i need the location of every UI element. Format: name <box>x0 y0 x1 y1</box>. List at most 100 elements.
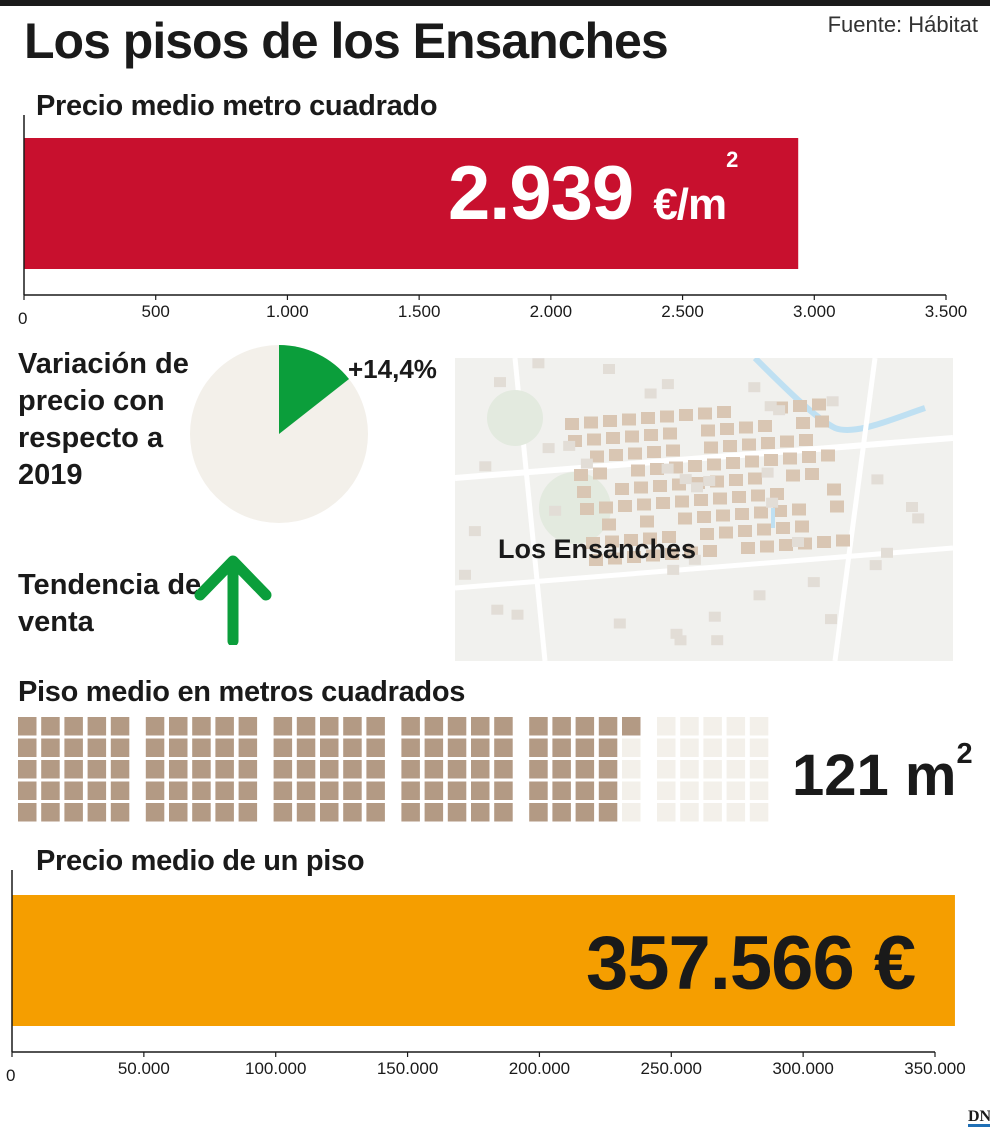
map-block-minor <box>764 401 777 412</box>
map-block-minor <box>549 505 562 516</box>
waffle-cell-filled <box>575 738 595 757</box>
map-block <box>643 532 657 545</box>
waffle-cell-filled <box>87 717 107 736</box>
x-tick-label: 3.500 <box>925 302 968 321</box>
flat-price-value: 357.566 € <box>586 921 916 1006</box>
waffle-cell-filled <box>424 803 444 822</box>
map-block <box>688 460 702 472</box>
waffle-cell-empty <box>703 803 722 822</box>
waffle-cell-filled <box>529 717 548 736</box>
map-block <box>716 509 730 522</box>
waffle-cell-filled <box>529 781 548 800</box>
waffle-cell-empty <box>657 717 676 736</box>
map-block <box>792 503 806 516</box>
surface-value-sup: 2 <box>956 737 973 770</box>
map-block <box>779 539 793 551</box>
price-m2-title: Precio medio metro cuadrado <box>36 90 438 122</box>
x-tick-label: 250.000 <box>641 1059 702 1078</box>
map-block <box>703 545 717 557</box>
surface-title: Piso medio en metros cuadrados <box>18 676 466 708</box>
waffle-cell-filled <box>169 803 188 822</box>
map-block <box>589 554 603 566</box>
map-block <box>741 542 755 554</box>
waffle-cell-empty <box>657 781 676 800</box>
waffle-cell-filled <box>343 760 362 779</box>
x-tick-label: 350.000 <box>904 1059 965 1078</box>
waffle-cell-filled <box>215 738 234 757</box>
map-block-minor <box>613 618 626 629</box>
x-tick-label: 2.500 <box>661 302 704 321</box>
waffle-cell-empty <box>726 803 746 822</box>
waffle-cell-filled <box>552 803 571 822</box>
waffle-cell-filled <box>145 803 165 822</box>
waffle-cell-filled <box>110 760 130 779</box>
waffle-cell-filled <box>215 803 234 822</box>
x-tick-label: 500 <box>142 302 170 321</box>
waffle-cell-filled <box>296 781 316 800</box>
trend-label: Tendencia de venta <box>18 569 202 638</box>
map-block <box>634 481 648 494</box>
map-block-minor <box>869 560 882 571</box>
map-block <box>628 447 642 460</box>
waffle-cell-empty <box>749 781 769 800</box>
waffle-cell-filled <box>18 738 37 757</box>
x-tick-label: 2.000 <box>530 302 573 321</box>
flat-price-title: Precio medio de un piso <box>36 845 365 877</box>
surface-waffle-chart <box>18 717 769 822</box>
waffle-cell-filled <box>494 781 513 800</box>
waffle-cell-filled <box>494 738 513 757</box>
map-block <box>644 429 658 441</box>
map-block <box>757 523 771 536</box>
map-block <box>745 455 759 468</box>
map-block <box>707 458 721 471</box>
map-block-minor <box>661 463 674 474</box>
waffle-cell-filled <box>401 803 420 822</box>
map-block <box>821 449 835 462</box>
waffle-cell-filled <box>169 738 188 757</box>
waffle-cell-filled <box>18 717 37 736</box>
waffle-cell-filled <box>64 738 83 757</box>
dn-logo: DN <box>968 1108 990 1125</box>
waffle-cell-filled <box>273 738 293 757</box>
waffle-cell-filled <box>238 738 258 757</box>
map-block <box>754 506 768 519</box>
map-block <box>742 438 756 451</box>
waffle-cell-empty <box>703 738 722 757</box>
waffle-cell-filled <box>192 738 211 757</box>
waffle-cell-filled <box>273 803 293 822</box>
waffle-cell-filled <box>320 717 339 736</box>
map-block-minor <box>688 554 701 565</box>
map-block <box>739 421 753 434</box>
waffle-cell-filled <box>238 803 258 822</box>
waffle-cell-filled <box>110 781 130 800</box>
price-m2-unit: €/m 2 <box>653 147 738 229</box>
waffle-cell-filled <box>145 738 165 757</box>
waffle-cell-filled <box>529 738 548 757</box>
waffle-cell-empty <box>680 738 699 757</box>
waffle-cell-filled <box>320 781 339 800</box>
waffle-cell-filled <box>192 717 211 736</box>
waffle-cell-filled <box>215 760 234 779</box>
map-block-minor <box>825 614 837 625</box>
waffle-cell-filled <box>447 781 467 800</box>
x-tick-label: 0 <box>6 1066 15 1085</box>
map-block <box>793 400 807 412</box>
waffle-cell-filled <box>366 803 385 822</box>
waffle-cell-filled <box>238 781 258 800</box>
waffle-cell-empty <box>703 781 722 800</box>
waffle-cell-filled <box>87 803 107 822</box>
waffle-cell-filled <box>494 760 513 779</box>
waffle-cell-filled <box>598 760 618 779</box>
x-tick-label: 300.000 <box>772 1059 833 1078</box>
map-block-minor <box>667 564 680 575</box>
waffle-cell-filled <box>41 781 60 800</box>
x-tick-label: 100.000 <box>245 1059 306 1078</box>
waffle-cell-filled <box>110 717 130 736</box>
waffle-cell-empty <box>657 738 676 757</box>
map-block <box>805 468 819 480</box>
waffle-cell-filled <box>366 717 385 736</box>
dn-logo-bar <box>968 1124 990 1127</box>
map-block <box>729 474 743 486</box>
waffle-cell-empty <box>622 803 641 822</box>
map-block <box>586 537 600 549</box>
